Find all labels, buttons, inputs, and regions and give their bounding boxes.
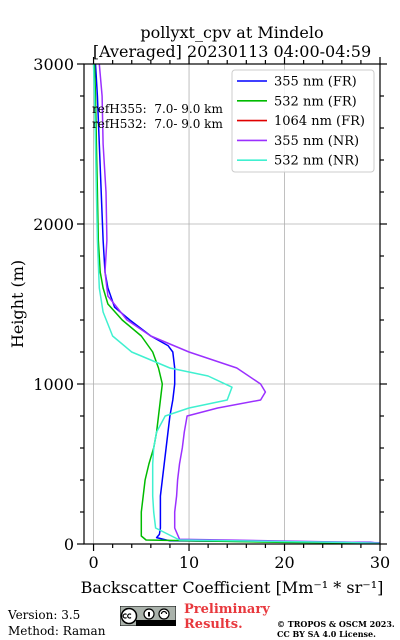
ref-height-355: refH355: 7.0- 9.0 km (92, 102, 223, 116)
legend-box (231, 69, 375, 173)
preliminary-note: Preliminary Results. (184, 602, 270, 632)
chart-title-line-2: [Averaged] 20230113 04:00-04:59 (93, 42, 371, 61)
legend-label-2: 1064 nm (FR) (274, 114, 365, 129)
x-axis-label: Backscatter Coefficient [Mm⁻¹ * sr⁻¹] (81, 578, 384, 597)
x-tick-label: 20 (274, 553, 294, 572)
cc-by-sa-icon (120, 606, 176, 626)
x-tick-label: 10 (179, 553, 199, 572)
legend-label-3: 355 nm (NR) (274, 134, 359, 149)
copyright-line-2: CC BY SA 4.0 License. (277, 629, 376, 639)
y-tick-label: 0 (64, 535, 74, 554)
legend-label-1: 532 nm (FR) (274, 94, 357, 109)
legend-label-0: 355 nm (FR) (274, 75, 357, 90)
preliminary-line-2: Results. (184, 617, 243, 632)
x-tick-label: 0 (88, 553, 98, 572)
legend: 355 nm (FR) 532 nm (FR) 1064 nm (FR) 355 nm… (231, 69, 375, 173)
version-info: Version: 3.5 Method: Raman (8, 607, 105, 639)
series-line-4 (92, 64, 380, 544)
backscatter-chart: pollyxt_cpv at Mindelo [Averaged] 202301… (8, 23, 390, 597)
series-line-3 (98, 64, 380, 544)
method-text: Method: Raman (8, 624, 106, 638)
preliminary-line-1: Preliminary (184, 602, 270, 617)
ref-height-532: refH532: 7.0- 9.0 km (92, 117, 223, 131)
version-text: Version: 3.5 (8, 608, 81, 622)
y-tick-label: 1000 (33, 375, 74, 394)
copyright-note: © TROPOS & OSCM 2023. CC BY SA 4.0 Licen… (277, 619, 395, 639)
chart-title-line-1: pollyxt_cpv at Mindelo (140, 23, 323, 42)
y-tick-label: 3000 (33, 55, 74, 74)
series-layer (92, 64, 380, 544)
legend-label-4: 532 nm (NR) (274, 154, 359, 169)
axis-ticks: 0 10 20 30 0 1000 2000 3000 (33, 55, 390, 572)
copyright-line-1: © TROPOS & OSCM 2023. (277, 619, 395, 629)
y-axis-label: Height (m) (8, 260, 27, 348)
y-tick-label: 2000 (33, 215, 74, 234)
series-line-0 (94, 64, 380, 544)
plot-frame (83, 63, 381, 545)
x-tick-label: 30 (370, 553, 390, 572)
series-line-1 (93, 64, 380, 544)
